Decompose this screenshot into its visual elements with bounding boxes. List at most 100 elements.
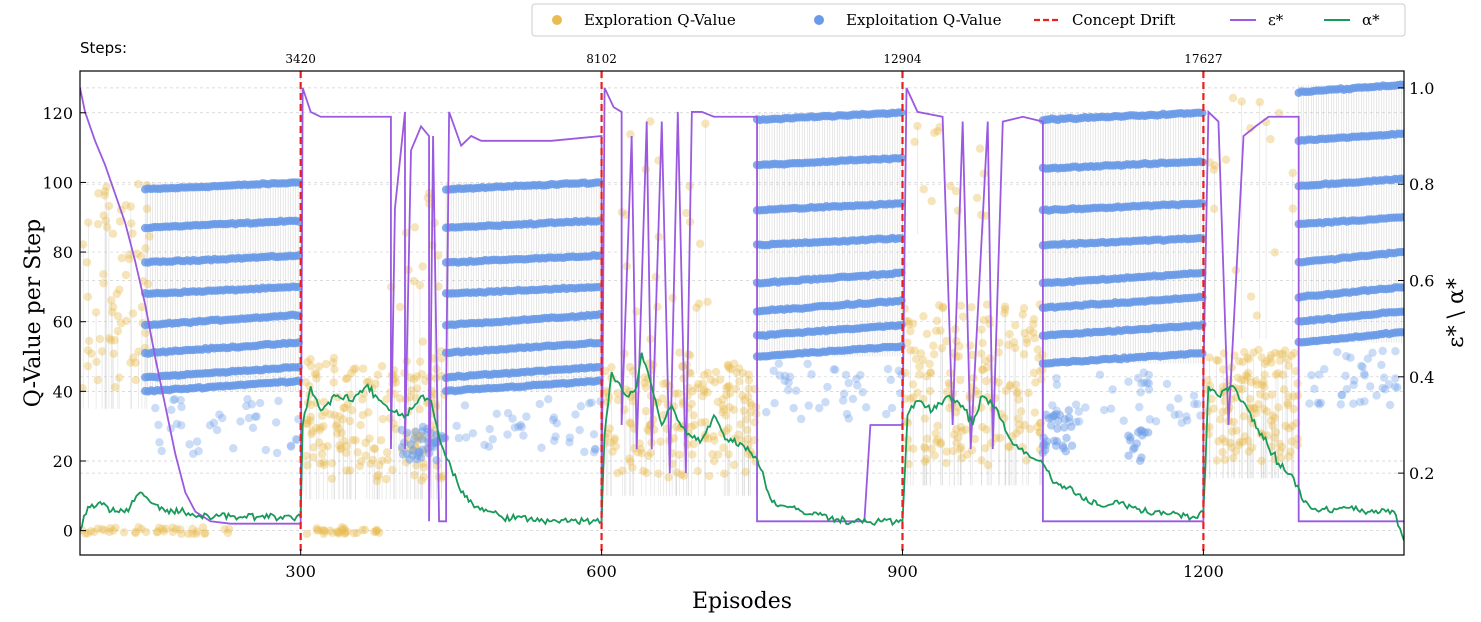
exploration-point — [1259, 377, 1268, 387]
exploration-point — [340, 524, 349, 533]
exploration-point — [1290, 348, 1299, 358]
exploration-point — [1280, 346, 1290, 355]
exploration-point — [744, 370, 753, 379]
exploration-point — [967, 445, 977, 455]
exploration-point — [982, 425, 991, 434]
exploration-point — [368, 455, 378, 465]
exploration-point — [681, 208, 691, 218]
exploitation-point — [406, 440, 416, 449]
exploration-point — [377, 456, 387, 465]
exploration-point — [601, 433, 610, 442]
exploitation-point — [585, 399, 594, 408]
exploration-point — [337, 443, 346, 453]
exploitation-point — [861, 403, 871, 412]
exploration-point — [314, 438, 324, 447]
exploration-point — [358, 395, 367, 404]
exploration-point — [700, 370, 709, 380]
exploitation-point — [894, 366, 904, 375]
exploration-point — [1259, 404, 1268, 414]
exploration-point — [309, 443, 318, 452]
exploitation-point — [1095, 370, 1105, 379]
exploration-point — [330, 411, 339, 420]
exploration-point — [126, 202, 136, 211]
exploration-point — [676, 470, 686, 479]
y-tick-label: 60 — [53, 313, 73, 332]
exploration-point — [1228, 427, 1237, 436]
exploration-point — [626, 457, 635, 466]
exploration-point — [1243, 353, 1252, 362]
exploitation-point — [1399, 247, 1404, 257]
exploration-point — [83, 529, 92, 538]
exploitation-point — [1349, 399, 1358, 408]
exploration-point — [103, 223, 112, 232]
exploitation-point — [575, 425, 584, 435]
exploration-point — [626, 419, 635, 428]
exploitation-point — [1136, 388, 1145, 397]
exploitation-point — [1144, 385, 1154, 394]
exploration-point — [374, 470, 383, 480]
exploration-point — [410, 223, 420, 232]
exploitation-point — [789, 403, 798, 413]
exploration-point — [168, 527, 178, 537]
exploration-point — [919, 312, 928, 321]
exploration-point — [725, 389, 735, 398]
exploration-point — [1289, 404, 1298, 414]
exploration-point — [1289, 392, 1298, 401]
step-count-label: 8102 — [586, 52, 617, 66]
exploitation-point — [1139, 378, 1149, 387]
exploration-point — [1241, 370, 1251, 380]
exploration-point — [724, 381, 734, 391]
exploration-point — [401, 228, 411, 237]
exploration-point — [410, 471, 419, 480]
exploration-point — [1203, 376, 1212, 385]
exploration-point — [99, 270, 108, 279]
exploitation-point — [1393, 383, 1402, 392]
exploitation-point — [292, 435, 302, 445]
exploration-point — [302, 529, 312, 539]
exploitation-point — [803, 359, 812, 369]
exploration-point — [981, 356, 990, 366]
exploitation-point — [1380, 385, 1390, 394]
exploration-point — [100, 191, 110, 200]
exploitation-point — [172, 419, 182, 429]
exploitation-point — [848, 394, 858, 404]
exploration-point — [154, 523, 164, 532]
exploration-point — [942, 387, 952, 397]
legend-label: α* — [1362, 11, 1380, 29]
exploration-point — [933, 435, 942, 444]
exploration-point — [980, 443, 990, 453]
exploration-point — [325, 410, 335, 419]
exploration-point — [703, 368, 712, 377]
exploration-point — [701, 417, 710, 427]
exploration-point — [698, 391, 707, 401]
exploration-point — [674, 389, 683, 398]
exploration-point — [625, 418, 635, 427]
exploration-point — [331, 421, 341, 431]
exploitation-point — [1145, 415, 1155, 424]
exploitation-point — [1151, 417, 1161, 426]
exploration-point — [613, 468, 622, 478]
exploration-point — [1266, 134, 1275, 144]
exploration-point — [372, 476, 382, 486]
exploration-point — [729, 359, 739, 368]
exploitation-point — [209, 418, 219, 428]
exploration-point — [742, 425, 752, 435]
exploration-point — [941, 458, 951, 468]
exploration-point — [1257, 380, 1267, 390]
exploitation-point — [1144, 379, 1154, 388]
exploitation-point — [886, 375, 895, 385]
exploration-point — [1274, 403, 1283, 412]
exploration-point — [977, 456, 986, 465]
exploitation-point — [1100, 405, 1109, 415]
exploration-point — [906, 394, 915, 403]
exploitation-point — [1049, 411, 1058, 421]
exploration-point — [102, 182, 111, 191]
exploitation-point — [1139, 368, 1148, 377]
exploitation-point — [844, 378, 853, 388]
exploitation-point — [157, 446, 166, 456]
exploitation-point — [1336, 400, 1346, 409]
exploration-point — [333, 529, 343, 538]
exploitation-point — [1193, 399, 1202, 409]
exploration-point — [1266, 351, 1276, 360]
